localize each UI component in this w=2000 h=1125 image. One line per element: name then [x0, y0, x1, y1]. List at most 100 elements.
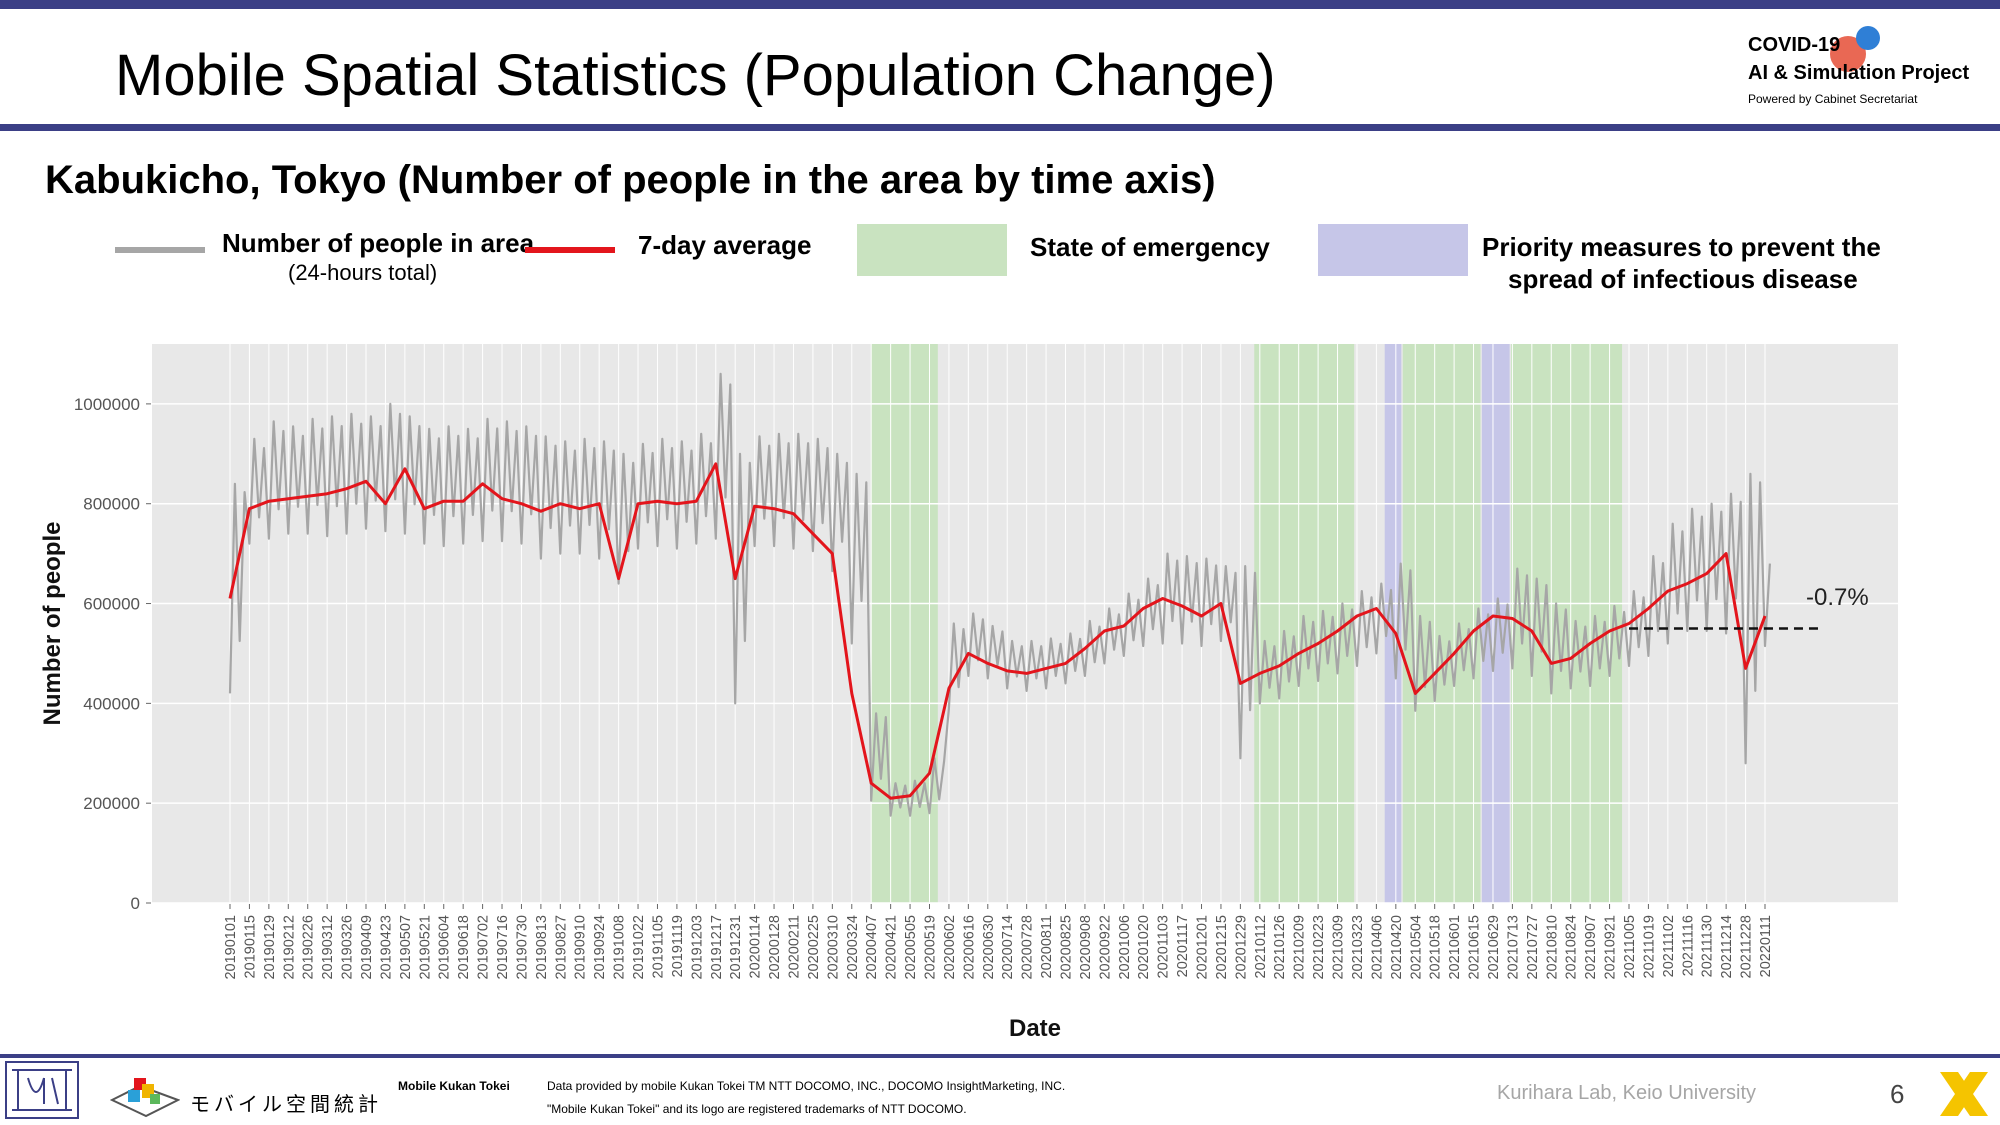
mobile-kukan-tokei-logo-icon	[110, 1078, 180, 1118]
logo-line-2: AI & Simulation Project	[1748, 62, 1970, 84]
x-tick-label-24: 20191203	[689, 915, 705, 980]
x-tick-label-67: 20210727	[1525, 915, 1541, 980]
x-tick-label-70: 20210907	[1583, 915, 1599, 980]
x-tick-label-0: 20190101	[223, 915, 239, 980]
x-tick-label-30: 20200225	[806, 915, 822, 980]
y-tick-label-4: 800000	[83, 495, 140, 514]
x-tick-label-55: 20210209	[1292, 915, 1308, 980]
x-tick-label-62: 20210518	[1428, 915, 1444, 980]
legend-emergency-label: State of emergency	[1030, 232, 1270, 262]
chart-subtitle: Kabukicho, Tokyo (Number of people in th…	[45, 158, 1216, 202]
footer-mobile-kukan: Mobile Kukan Tokei	[398, 1079, 510, 1093]
x-tick-label-15: 20190730	[514, 915, 530, 980]
x-tick-label-37: 20200602	[942, 915, 958, 980]
x-tick-label-4: 20190226	[301, 915, 317, 980]
x-tick-label-32: 20200324	[845, 915, 861, 980]
footer-credit-1: Data provided by mobile Kukan Tokei TM N…	[547, 1079, 1066, 1093]
x-axis-title: Date	[1009, 1015, 1061, 1042]
x-tick-label-28: 20200128	[767, 915, 783, 980]
x-tick-label-61: 20210504	[1408, 915, 1424, 980]
x-tick-label-41: 20200728	[1020, 915, 1036, 980]
logo-line-3: Powered by Cabinet Secretariat	[1748, 92, 1918, 106]
x-tick-label-71: 20210921	[1603, 915, 1619, 980]
x-tick-label-12: 20190618	[456, 915, 472, 980]
footer-credit-2: "Mobile Kukan Tokei" and its logo are re…	[547, 1102, 967, 1116]
x-tick-label-5: 20190312	[320, 915, 336, 980]
x-tick-label-64: 20210615	[1467, 915, 1483, 980]
x-tick-label-45: 20200922	[1097, 915, 1113, 980]
x-tick-label-50: 20201201	[1195, 915, 1211, 980]
x-tick-label-43: 20200825	[1059, 915, 1075, 980]
x-tick-label-69: 20210824	[1564, 915, 1580, 980]
x-tick-label-52: 20201229	[1233, 915, 1249, 980]
x-tick-label-66: 20210713	[1505, 915, 1521, 980]
x-tick-label-79: 20220111	[1758, 915, 1774, 977]
x-tick-label-35: 20200505	[903, 915, 919, 980]
x-tick-label-18: 20190910	[573, 915, 589, 980]
legend-raw-label: Number of people in area	[222, 228, 535, 258]
legend-raw-swatch	[115, 247, 205, 253]
x-tick-label-68: 20210810	[1544, 915, 1560, 980]
x-tick-label-60: 20210420	[1389, 915, 1405, 980]
x-tick-label-54: 20210126	[1272, 915, 1288, 980]
change-annotation: -0.7%	[1806, 584, 1869, 611]
x-tick-label-65: 20210629	[1486, 915, 1502, 980]
legend-raw-sublabel: (24-hours total)	[288, 260, 438, 285]
x-tick-label-2: 20190129	[262, 915, 278, 980]
slide-title: Mobile Spatial Statistics (Population Ch…	[115, 43, 1276, 108]
x-tick-label-7: 20190409	[359, 915, 375, 980]
x-tick-label-17: 20190827	[553, 915, 569, 980]
x-tick-label-38: 20200616	[961, 915, 977, 980]
legend-priority-label-1: Priority measures to prevent the	[1482, 232, 1881, 262]
x-tick-label-75: 20211116	[1680, 915, 1696, 976]
x-tick-label-16: 20190813	[534, 915, 550, 980]
x-tick-label-49: 20201117	[1175, 915, 1191, 977]
x-tick-label-77: 20211214	[1719, 915, 1735, 978]
x-tick-label-78: 20211228	[1739, 915, 1755, 978]
x-tick-label-44: 20200908	[1078, 915, 1094, 980]
x-tick-label-19: 20190924	[592, 915, 608, 980]
x-tick-label-76: 20211130	[1700, 915, 1716, 977]
x-tick-label-25: 20191217	[709, 915, 725, 980]
x-tick-label-9: 20190507	[398, 915, 414, 980]
x-tick-label-27: 20200114	[748, 915, 764, 978]
population-chart: -0.7% 0 200000 400000 600000 800000 1000000 20…	[39, 344, 1898, 1042]
x-tick-label-34: 20200421	[884, 915, 900, 980]
footer-brand-jp: モバイル空間統計	[190, 1094, 382, 1116]
footer-divider	[0, 1054, 2000, 1058]
series-7-day-average	[228, 462, 1767, 800]
x-tick-label-23: 20191119	[670, 915, 686, 977]
logo-line-1: COVID-19	[1748, 34, 1841, 56]
title-divider	[0, 124, 2000, 131]
x-tick-label-21: 20191022	[631, 915, 647, 980]
legend-avg-swatch	[525, 247, 615, 253]
x-tick-label-40: 20200714	[1000, 915, 1016, 980]
x-tick-label-8: 20190423	[378, 915, 394, 980]
shaded-period-0	[871, 344, 938, 903]
x-tick-label-59: 20210406	[1369, 915, 1385, 980]
covid-ai-logo: COVID-19 AI & Simulation Project Powered…	[1748, 26, 1988, 114]
x-tick-label-6: 20190326	[340, 915, 356, 980]
x-tick-label-46: 20201006	[1117, 915, 1133, 980]
x-tick-label-47: 20201020	[1136, 915, 1152, 980]
x-tick-label-11: 20190604	[437, 915, 453, 980]
keio-lab-logo	[5, 1061, 79, 1119]
x-tick-label-48: 20201103	[1156, 915, 1172, 978]
x-tick-label-56: 20210223	[1311, 915, 1327, 980]
x-tick-label-73: 20211019	[1641, 915, 1657, 978]
x-tick-label-13: 20190702	[476, 915, 492, 980]
legend-emergency-swatch	[857, 224, 1007, 276]
x-tick-label-1: 20190115	[242, 915, 258, 978]
shaded-period-3	[1402, 344, 1481, 903]
y-tick-label-0: 0	[131, 894, 140, 913]
footer-lab: Kurihara Lab, Keio University	[1497, 1082, 1757, 1104]
x-tick-label-58: 20210323	[1350, 915, 1366, 980]
x-tick-label-39: 20200630	[981, 915, 997, 980]
x-tick-label-57: 20210309	[1331, 915, 1347, 980]
x-tick-label-63: 20210601	[1447, 915, 1463, 980]
legend-avg-label: 7-day average	[638, 230, 812, 260]
x-tick-label-31: 20200310	[825, 915, 841, 980]
x-tick-label-22: 20191105	[650, 915, 666, 978]
x-tick-label-10: 20190521	[417, 915, 433, 980]
x-tick-label-29: 20200211	[786, 915, 802, 978]
